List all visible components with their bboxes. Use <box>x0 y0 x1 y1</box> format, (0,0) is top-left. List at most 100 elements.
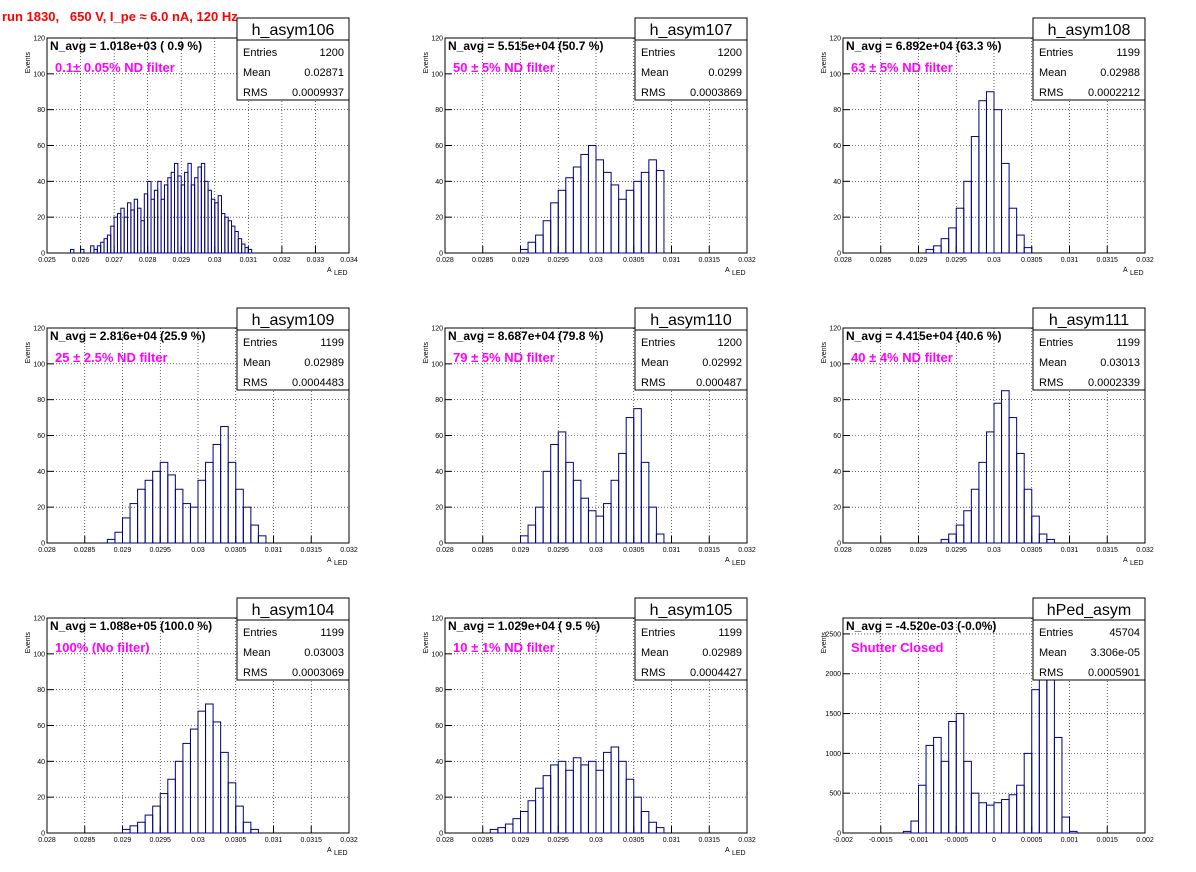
y-tick-label: 120 <box>431 616 443 623</box>
histogram-bin <box>1061 816 1070 834</box>
histogram-bin <box>227 461 237 544</box>
histogram-bin <box>144 814 154 834</box>
y-tick-label: 100 <box>431 651 443 658</box>
stats-box <box>236 597 350 681</box>
stats-label-entries: Entries <box>243 337 278 349</box>
histogram-bin <box>80 248 85 254</box>
y-tick-label: 100 <box>33 651 45 658</box>
page-title: run 1830, 650 V, I_pe ≈ 6.0 nA, 120 Hz <box>2 9 238 24</box>
histogram-bin <box>250 524 259 544</box>
histogram-bin <box>177 175 182 254</box>
x-tick-label: 0.0295 <box>548 257 570 264</box>
stats-value-mean: 0.03013 <box>1100 357 1140 369</box>
x-tick-label: 0.028 <box>436 837 454 844</box>
x-axis-label-sub: LED <box>1130 560 1144 567</box>
stats-label-rms: RMS <box>243 87 267 99</box>
stats-value-rms: 0.0002212 <box>1088 87 1140 99</box>
histogram-bin <box>978 802 987 834</box>
y-tick-label: 40 <box>833 469 841 476</box>
y-tick-label: 0 <box>41 251 45 258</box>
histogram-bin <box>610 746 620 834</box>
stats-label-mean: Mean <box>1039 67 1067 79</box>
histogram-bin <box>527 524 537 544</box>
histogram-bin <box>167 778 176 834</box>
histogram-bin <box>220 213 226 254</box>
x-tick-label: 0.028 <box>834 547 852 554</box>
y-axis-label: Events <box>423 52 430 74</box>
histogram-bin <box>1023 488 1033 544</box>
x-tick-label: 0.029 <box>172 257 190 264</box>
stats-value-entries: 1199 <box>1116 337 1140 349</box>
y-tick-label: 20 <box>833 505 841 512</box>
histogram-bin <box>237 238 243 254</box>
histogram-panel-h_asym110: 0.028 0.0285 0.029 0.0295 0.03 0.0305 0.031 0.0… <box>423 307 756 567</box>
y-tick-label: 20 <box>37 215 45 222</box>
y-tick-label: 120 <box>431 326 443 333</box>
x-axis-label: A <box>327 557 332 564</box>
histogram-bin <box>247 248 253 254</box>
stats-label-mean: Mean <box>243 357 271 369</box>
stats-label-rms: RMS <box>1039 377 1063 389</box>
histogram-bin <box>207 189 212 254</box>
histogram-bin <box>535 234 544 254</box>
histogram-bin <box>940 760 950 834</box>
filter-label: 100% (No filter) <box>55 640 150 655</box>
histogram-bin <box>1016 452 1025 544</box>
histogram-bin <box>1008 794 1018 834</box>
histogram-bin <box>993 109 1003 254</box>
stats-label-rms: RMS <box>243 377 267 389</box>
stats-value-rms: 0.0004483 <box>292 377 344 389</box>
stats-value-mean: 0.02992 <box>702 357 742 369</box>
y-tick-label: 20 <box>435 215 443 222</box>
n-avg-label: N_avg = 2.816e+04 (25.9 %) <box>50 329 205 343</box>
y-axis-label: Events <box>25 52 32 74</box>
histogram-bin <box>640 461 650 544</box>
y-tick-label: 20 <box>435 505 443 512</box>
y-tick-label: 60 <box>435 143 443 150</box>
histogram-bin <box>242 821 252 834</box>
x-tick-label: 0.03 <box>987 547 1001 554</box>
x-tick-label: 0.03 <box>987 257 1001 264</box>
histogram-bin <box>144 479 154 544</box>
x-tick-label: 0.0305 <box>1021 257 1043 264</box>
n-avg-label: N_avg = 1.088e+05 (100.0 %) <box>50 619 212 633</box>
histogram-bin <box>955 713 965 834</box>
stats-box <box>1032 17 1146 101</box>
x-tick-label: 0.0295 <box>150 547 172 554</box>
histogram-bin <box>648 506 657 544</box>
stats-label-rms: RMS <box>641 667 665 679</box>
histogram-name: h_asym105 <box>650 602 733 619</box>
stats-value-mean: 0.02871 <box>304 67 344 79</box>
x-tick-label: 0.032 <box>738 547 756 554</box>
histogram-bin <box>587 145 597 254</box>
stats-label-entries: Entries <box>641 337 676 349</box>
x-tick-label: 0.0295 <box>150 837 172 844</box>
histogram-bin <box>90 245 95 254</box>
histogram-panel-h_asym111: 0.028 0.0285 0.029 0.0295 0.03 0.0305 0.031 0.0… <box>821 307 1154 567</box>
stats-label-mean: Mean <box>1039 647 1067 659</box>
stats-box <box>236 307 350 391</box>
histogram-bin <box>948 533 957 544</box>
x-tick-label: 0.0305 <box>623 547 645 554</box>
y-tick-label: 100 <box>431 71 443 78</box>
histogram-bin <box>948 721 957 834</box>
histogram-bin <box>985 804 995 834</box>
y-tick-label: 80 <box>435 687 443 694</box>
x-tick-label: 0.0315 <box>699 837 721 844</box>
x-tick-label: 0.0285 <box>870 547 892 554</box>
x-tick-label: 0.0295 <box>548 547 570 554</box>
x-tick-label: 0.031 <box>1061 257 1079 264</box>
histogram-bin <box>993 802 1003 834</box>
histogram-bin <box>565 461 574 544</box>
histogram-bin <box>520 248 529 254</box>
y-tick-label: 120 <box>431 36 443 43</box>
histogram-bin <box>618 198 627 254</box>
histogram-bin <box>182 742 191 834</box>
x-tick-label: 0.03 <box>191 547 205 554</box>
histogram-bin <box>633 796 642 834</box>
stats-label-mean: Mean <box>243 67 271 79</box>
x-axis-label: A <box>1123 557 1128 564</box>
histogram-panel-h_asym105: 0.028 0.0285 0.029 0.0295 0.03 0.0305 0.031 0.0… <box>423 597 756 857</box>
x-axis-label-sub: LED <box>334 560 348 567</box>
